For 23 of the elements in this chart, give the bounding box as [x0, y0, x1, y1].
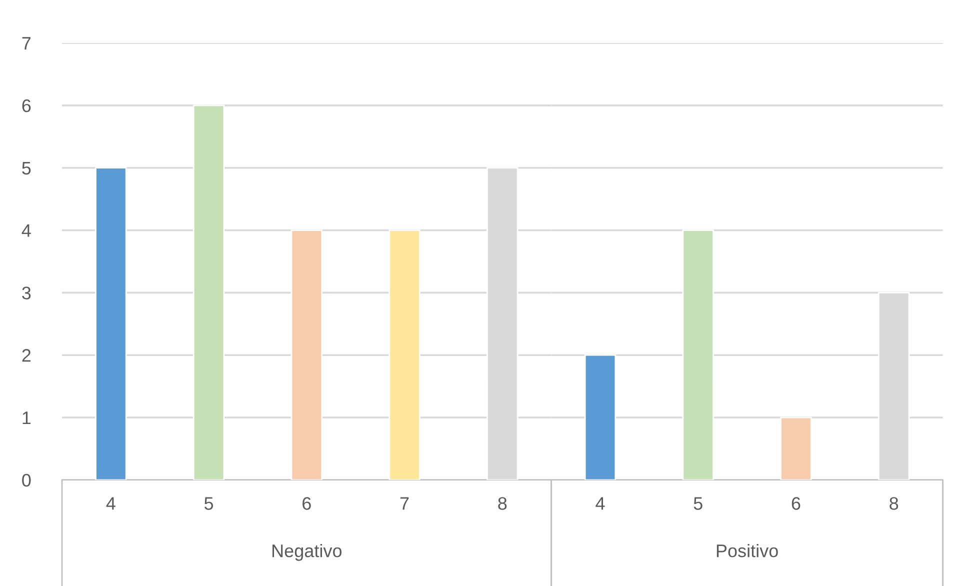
y-tick-label: 5	[22, 162, 31, 175]
x-tick-label: 6	[302, 497, 311, 510]
x-tick-label: 5	[694, 497, 702, 510]
y-tick-label: 3	[22, 286, 31, 300]
x-tick-label: 7	[400, 497, 409, 510]
y-tick-label: 7	[22, 37, 31, 50]
y-tick-label: 0	[22, 474, 31, 487]
bar	[388, 230, 420, 480]
bar	[192, 104, 225, 480]
x-tick-label: 6	[792, 497, 800, 510]
y-tick-label: 1	[22, 412, 31, 424]
x-tick-label: 8	[498, 497, 507, 510]
x-axis-title: Negativo	[272, 544, 342, 561]
bar	[95, 167, 127, 480]
x-tick-label: 8	[890, 497, 898, 510]
x-tick-label: 5	[204, 497, 214, 510]
y-tick-label: 2	[22, 349, 31, 362]
bar	[290, 230, 323, 480]
y-tick-label: 4	[22, 224, 31, 237]
x-tick-label: 4	[596, 497, 605, 510]
x-tick-label: 4	[106, 497, 116, 510]
x-axis-title: Positivo	[716, 544, 778, 558]
y-tick-label: 6	[22, 99, 31, 112]
